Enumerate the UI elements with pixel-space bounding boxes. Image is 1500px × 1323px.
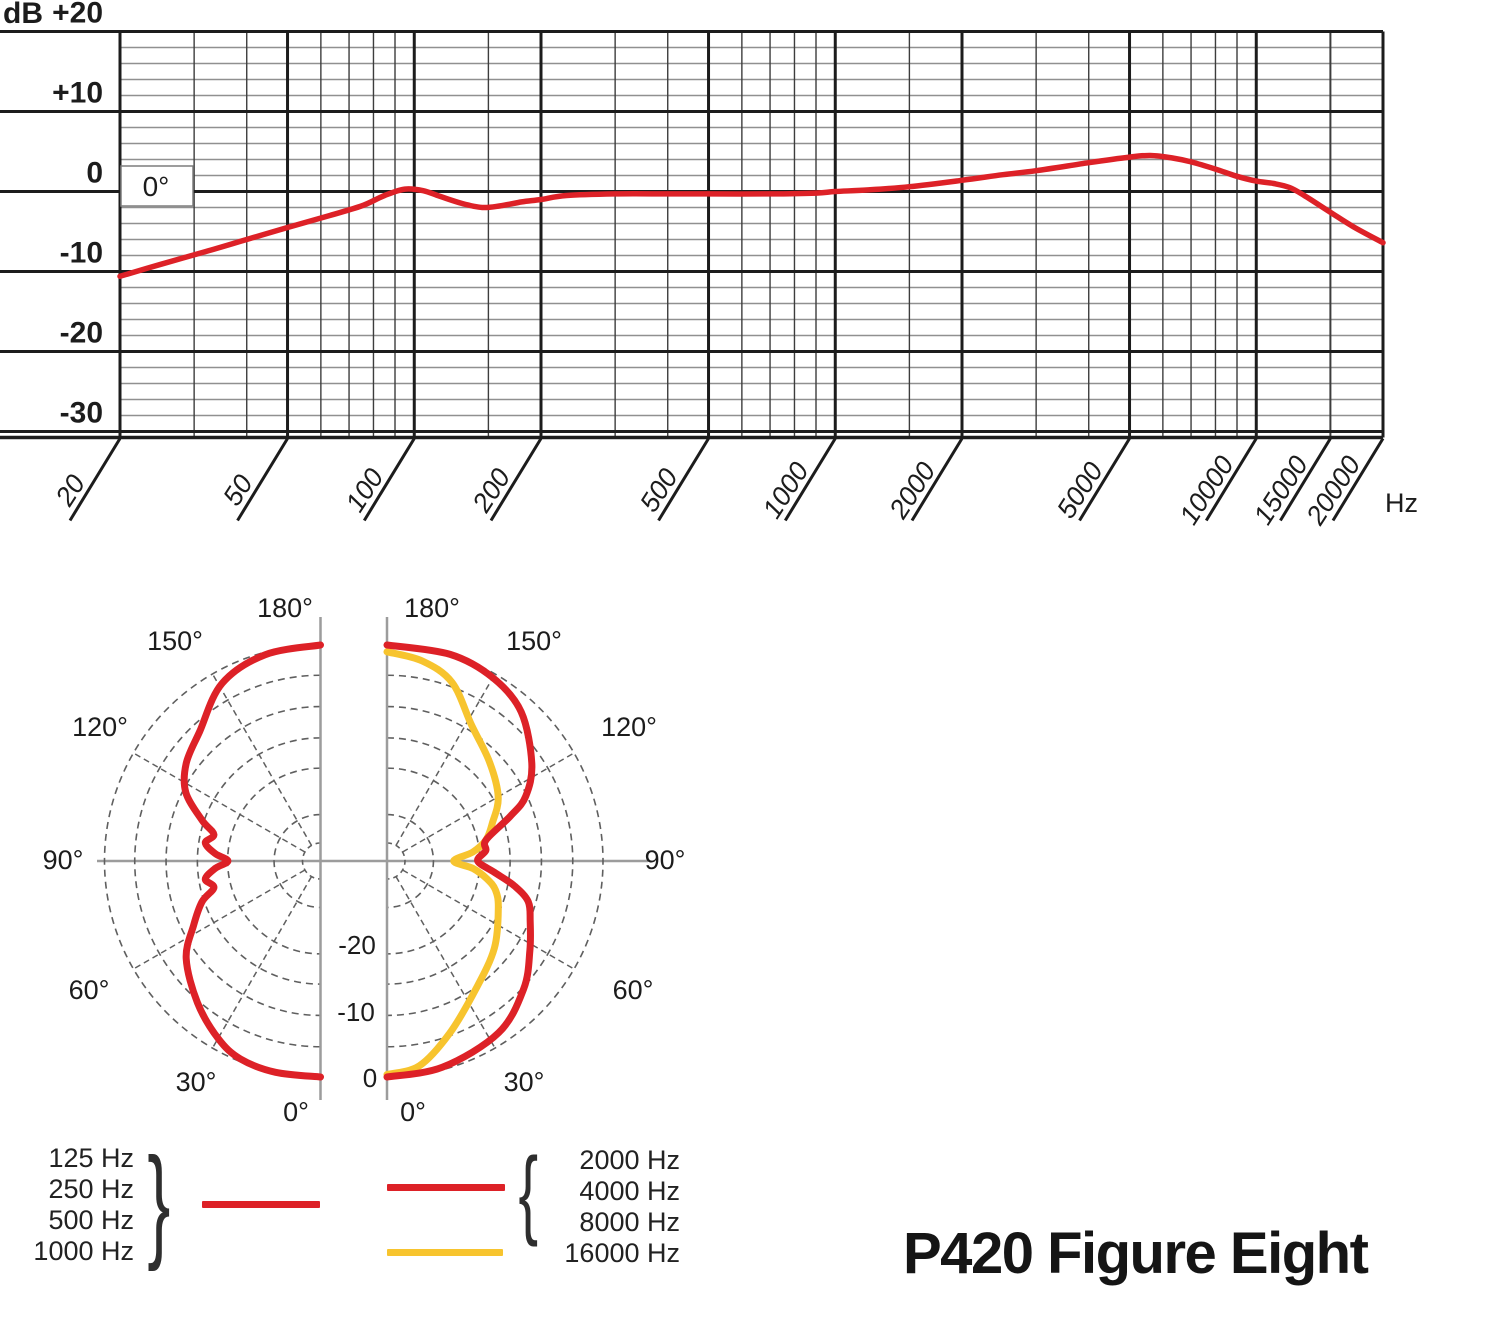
polar-ring [273,813,321,909]
x-axis-tick-label: 500 [634,463,684,517]
polar-radial-label: 0 [363,1063,377,1093]
polar-ring [133,674,321,1048]
legend-label: 4000 Hz [579,1176,680,1206]
frequency-response-curve [117,152,1386,280]
legend-label: 2000 Hz [579,1145,680,1175]
polar-spoke [133,869,306,970]
x-axis-tick-label: 100 [340,463,390,517]
polar-spoke [395,876,496,1049]
polar-spoke [402,752,575,853]
polar-radial-label: -20 [338,930,376,960]
polar-spoke [402,869,575,970]
legend-label: 8000 Hz [579,1207,680,1237]
polar-angle-label: 120° [72,712,128,742]
x-axis-tick [68,437,122,522]
polar-centre-circle [301,842,321,880]
frequency-response-chart: dB +20 +10 0 -10 -20 -30 20 50 100 200 500 1000 2000 5… [0,0,1418,531]
x-axis-tick [362,437,416,522]
polar-angle-label: 60° [69,975,110,1005]
polar-radial-label: -10 [337,997,375,1027]
polar-angle-label: 150° [506,626,562,656]
polar-curve-red [383,641,536,1081]
x-axis-tick [1204,437,1258,522]
polar-ring [196,737,321,985]
x-axis-tick-label: 2000 [883,457,941,525]
polar-spoke [133,752,306,853]
x-axis-tick-label: 5000 [1051,457,1109,524]
x-axis-tick [1331,437,1385,522]
x-axis-tick [1078,437,1131,522]
polar-centre-circle [386,842,406,880]
polar-ring [165,705,321,1017]
y-axis-tick-label: -10 [60,237,103,270]
legend-label: 250 Hz [48,1174,134,1204]
x-axis-tick [783,437,837,522]
polar-angle-label: 30° [176,1067,217,1097]
y-axis-tick-label: -20 [60,317,103,350]
x-axis-tick [657,437,710,522]
polar-angle-label: 60° [613,975,654,1005]
chart-title: P420 Figure Eight [903,1221,1369,1286]
polar-angle-label: 150° [147,626,203,656]
x-axis-tick-label: 1000 [757,457,815,524]
legend-right-brace: { [518,1137,539,1247]
x-axis-tick-label: 200 [466,463,516,518]
polar-spoke [211,876,313,1049]
polar-spoke [395,673,496,846]
y-axis-tick-label: +20 [52,0,103,30]
legend-label: 125 Hz [48,1143,134,1173]
curve-label-box [120,165,194,207]
x-axis-tick-label: 50 [217,469,259,511]
polar-ring [386,737,511,985]
polar-angle-label: 90° [43,845,84,875]
polar-angle-label: 90° [645,845,686,875]
x-axis-tick-label: 20 [49,469,91,511]
legend-swatch-red-low [202,1201,320,1208]
polar-ring [386,705,543,1017]
polar-disc-left: 180° 150° 120° 90° 60° 30° 0° [43,593,324,1127]
polar-angle-label: 120° [601,712,657,742]
polar-angle-label: 30° [504,1067,545,1097]
polar-angle-label: 0° [283,1097,309,1127]
legend-low-frequencies: 125 Hz 250 Hz 500 Hz 1000 Hz [30,1143,134,1267]
polar-ring [386,644,604,1078]
x-axis-tick [236,437,289,522]
legend-left-brace: } [147,1133,171,1272]
legend-swatch-red-high [387,1184,505,1191]
y-axis-tick-label: 0 [86,157,103,190]
legend-label: 16000 Hz [564,1238,680,1268]
polar-ring [386,813,435,909]
y-axis-tick-label: -30 [60,397,103,430]
polar-curve-yellow [383,648,502,1078]
legend-swatch-yellow [387,1249,503,1256]
polar-angle-label: 180° [257,593,313,623]
polar-ring [386,674,574,1048]
polar-ring [103,644,321,1078]
x-axis-tick [910,437,964,522]
x-axis-tick [1279,437,1332,522]
polar-disc-right: 180° 150° 120° 90° 60° 30° 0° [383,593,686,1127]
curve-label: 0° [143,171,170,202]
y-axis-unit-label: dB [3,0,43,30]
y-axis-tick-label: +10 [52,77,103,110]
polar-angle-label: 0° [400,1097,426,1127]
polar-spoke [211,673,313,846]
legend-label: 1000 Hz [33,1236,134,1266]
x-axis-unit-label: Hz [1385,488,1418,518]
legend-label: 500 Hz [48,1205,134,1235]
x-axis-tick [489,437,543,522]
polar-curve-red [180,641,324,1081]
polar-angle-label: 180° [404,593,460,623]
legend-high-frequencies: 2000 Hz 4000 Hz 8000 Hz 16000 Hz [540,1145,680,1269]
polar-pattern-chart: 180° 150° 120° 90° 60° 30° 0° 180° 150° 120° 90° 60… [43,593,686,1127]
